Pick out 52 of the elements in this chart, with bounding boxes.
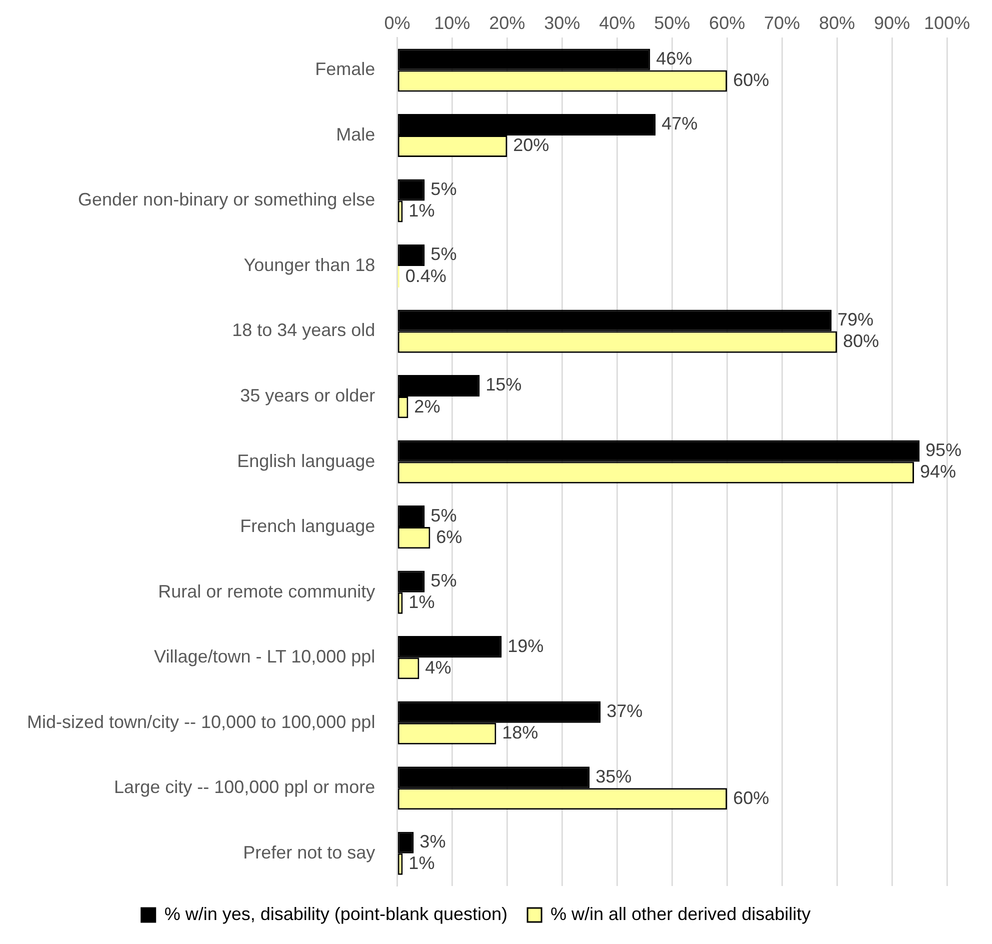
y-tick-label: Village/town - LT 10,000 ppl: [154, 646, 376, 667]
data-label: 46%: [656, 48, 692, 68]
y-tick-label: Rural or remote community: [158, 581, 376, 602]
data-label: 2%: [414, 396, 440, 416]
y-tick-label: Prefer not to say: [243, 842, 376, 862]
y-tick-label: Gender non-binary or something else: [78, 190, 376, 210]
x-tick-label: 90%: [874, 12, 910, 33]
data-label: 80%: [843, 331, 880, 352]
data-label: 1%: [408, 592, 435, 612]
data-label: 95%: [926, 440, 962, 460]
data-label: 5%: [430, 244, 457, 264]
data-label: 60%: [733, 70, 770, 90]
data-label: 5%: [430, 505, 457, 526]
data-label: 35%: [596, 766, 632, 786]
data-label: 15%: [486, 374, 522, 395]
data-label: 4%: [425, 657, 452, 678]
legend-label: % w/in all other derived disability: [550, 904, 811, 924]
data-label: 19%: [508, 636, 544, 656]
x-tick-label: 60%: [709, 12, 746, 33]
data-label: 18%: [502, 722, 538, 743]
x-tick-label: 20%: [489, 12, 526, 33]
x-tick-label: 30%: [544, 12, 580, 33]
y-tick-label: Mid-sized town/city -- 10,000 to 100,000 ppl: [27, 712, 376, 732]
data-label: 79%: [838, 309, 874, 330]
data-label: 1%: [408, 853, 435, 874]
data-label: 3%: [420, 832, 446, 852]
data-label: 6%: [436, 526, 462, 547]
x-tick-label: 0%: [384, 12, 410, 33]
x-tick-label: 100%: [924, 12, 970, 33]
data-label: 94%: [920, 462, 956, 482]
data-label: 1%: [408, 200, 435, 220]
y-tick-label: 35 years or older: [240, 386, 376, 406]
x-tick-label: 50%: [654, 12, 690, 33]
data-label: 60%: [733, 788, 770, 808]
data-label: 5%: [430, 178, 457, 199]
y-tick-label: Large city -- 100,000 ppl or more: [114, 777, 376, 798]
data-label: 47%: [662, 114, 698, 134]
x-tick-label: 10%: [434, 12, 470, 33]
x-tick-label: 40%: [599, 12, 636, 33]
y-tick-label: Male: [336, 124, 376, 144]
y-tick-label: 18 to 34 years old: [232, 320, 376, 340]
data-label: 20%: [513, 135, 550, 156]
x-tick-label: 80%: [819, 12, 856, 33]
y-tick-label: Younger than 18: [244, 254, 376, 275]
y-tick-label: English language: [237, 450, 376, 471]
data-label: 37%: [606, 701, 643, 722]
x-tick-label: 70%: [764, 12, 800, 33]
data-label: 0.4%: [405, 266, 446, 286]
legend-label: % w/in yes, disability (point-blank question): [164, 904, 508, 924]
data-label: 5%: [430, 570, 457, 591]
y-tick-label: French language: [240, 516, 376, 536]
y-tick-label: Female: [315, 59, 376, 80]
